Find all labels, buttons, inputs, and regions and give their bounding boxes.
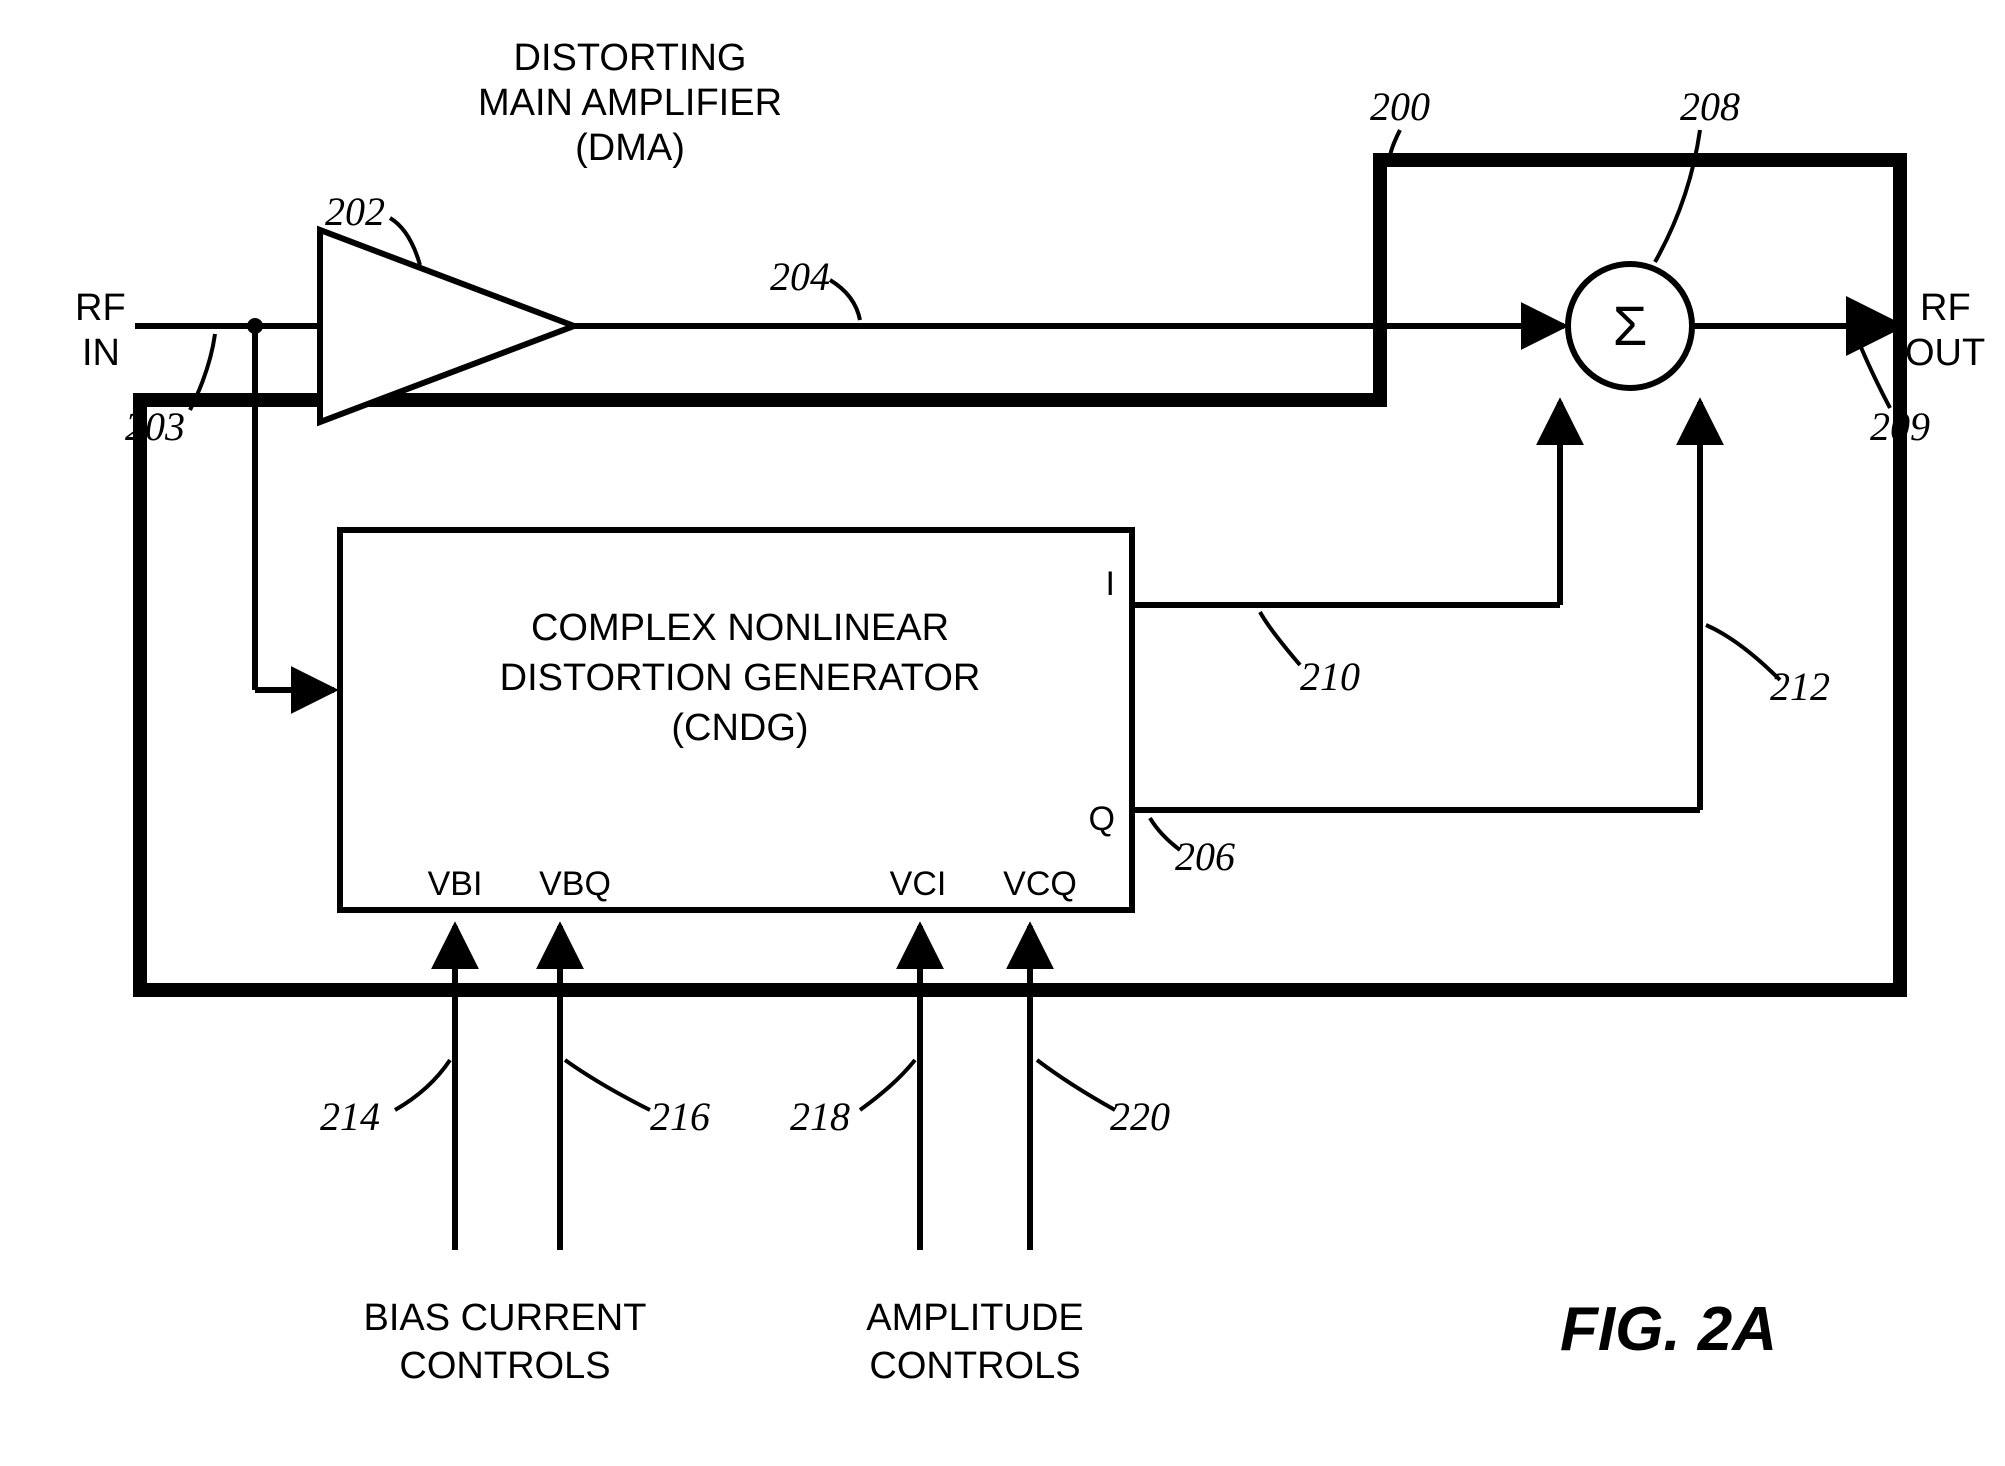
label-vbq: VBQ	[539, 865, 611, 903]
label-amp-1: DISTORTING	[514, 37, 747, 79]
ref-209: 209	[1870, 404, 1930, 449]
label-vcq: VCQ	[1003, 865, 1077, 903]
label-rf-in-1: RF	[75, 287, 126, 329]
ref-200: 200	[1370, 84, 1430, 129]
leader-209	[1855, 333, 1890, 408]
ref-210: 210	[1300, 654, 1360, 699]
ref-218: 218	[790, 1094, 850, 1139]
ref-208: 208	[1680, 84, 1740, 129]
label-cndg-3: (CNDG)	[671, 707, 808, 749]
leader-210	[1260, 612, 1300, 665]
label-ampctl-1: AMPLITUDE	[866, 1297, 1083, 1339]
label-vbi: VBI	[428, 865, 483, 903]
leader-216	[565, 1060, 650, 1110]
label-amp-3: (DMA)	[575, 127, 685, 169]
ref-214: 214	[320, 1094, 380, 1139]
label-vci: VCI	[890, 865, 947, 903]
label-rf-out-2: OUT	[1905, 332, 1985, 374]
diagram-canvas: Σ RF IN RF OUT DISTORTING MAIN AMPLIFIER…	[0, 0, 2005, 1466]
label-bias-1: BIAS CURRENT	[364, 1297, 647, 1339]
figure-title: FIG. 2A	[1560, 1295, 1777, 1364]
label-q: Q	[1089, 800, 1115, 838]
ref-212: 212	[1770, 664, 1830, 709]
label-cndg-1: COMPLEX NONLINEAR	[531, 607, 949, 649]
label-ampctl-2: CONTROLS	[869, 1345, 1080, 1387]
leader-214	[395, 1060, 450, 1110]
leader-218	[860, 1060, 915, 1110]
label-cndg-2: DISTORTION GENERATOR	[500, 657, 981, 699]
ref-216: 216	[650, 1094, 710, 1139]
label-i: I	[1106, 565, 1115, 603]
tap-node	[247, 318, 263, 334]
leader-212	[1706, 625, 1780, 680]
ref-202: 202	[325, 189, 385, 234]
ref-204: 204	[770, 254, 830, 299]
label-rf-out-1: RF	[1920, 287, 1971, 329]
label-amp-2: MAIN AMPLIFIER	[478, 82, 782, 124]
leader-204	[830, 280, 860, 320]
leader-220	[1037, 1060, 1115, 1110]
ref-203: 203	[125, 404, 185, 449]
ref-206: 206	[1175, 834, 1235, 879]
leader-208	[1655, 130, 1700, 262]
summer-symbol: Σ	[1613, 294, 1648, 357]
ref-220: 220	[1110, 1094, 1170, 1139]
label-rf-in-2: IN	[82, 332, 120, 374]
label-bias-2: CONTROLS	[399, 1345, 610, 1387]
